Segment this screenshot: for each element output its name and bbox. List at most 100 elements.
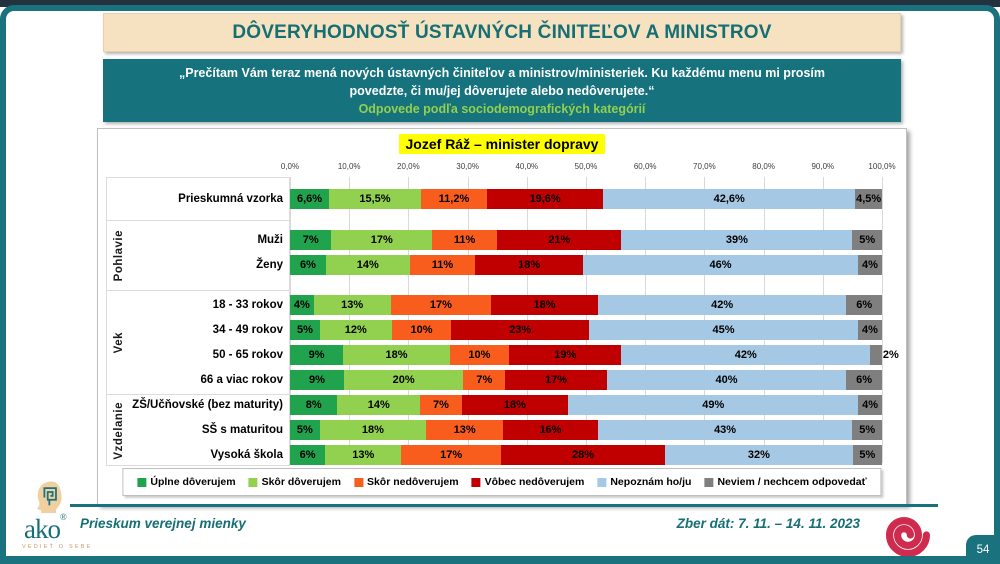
legend-label: Skôr dôverujem — [261, 476, 341, 488]
category-label: 34 - 49 rokov — [212, 324, 283, 337]
segment-value-label: 18% — [533, 299, 556, 312]
bar-segment: 4,5% — [855, 189, 882, 209]
bar-segment: 16% — [503, 420, 598, 441]
stacked-bar: 9% 20% 7% 17% 40% 6% — [290, 370, 882, 391]
bar-segment: 10% — [449, 345, 509, 366]
segment-value-label: 32% — [747, 449, 770, 462]
gridline — [586, 177, 587, 463]
segment-value-label: 45% — [712, 324, 735, 337]
segment-value-label: 19,6% — [529, 193, 561, 205]
segment-value-label: 17% — [545, 374, 568, 387]
survey-question-subtitle: Odpovede podľa sociodemografických kateg… — [358, 102, 646, 116]
segment-value-label: 6% — [856, 374, 872, 387]
bar-segment: 9% — [290, 370, 344, 391]
gridlines — [290, 177, 883, 463]
bar-segment: 14% — [325, 255, 410, 275]
segment-value-label: 13% — [341, 299, 364, 312]
segment-value-label: 17% — [370, 234, 393, 246]
segment-value-label: 43% — [714, 424, 737, 437]
bar-segment: 17% — [401, 445, 501, 466]
group-label-box — [106, 394, 290, 467]
bar-segment: 2% — [870, 345, 899, 366]
survey-question-box: „Prečítam Vám teraz mená nových ústavnýc… — [103, 59, 901, 122]
legend-label: Nepoznám ho/ju — [610, 476, 692, 488]
ako-logo: ako® VEDIEŤ O SEBE — [18, 481, 98, 550]
x-axis-tick: 30,0% — [456, 162, 479, 171]
gridline — [822, 177, 824, 463]
segment-value-label: 5% — [859, 449, 876, 462]
segment-value-label: 10% — [410, 324, 433, 337]
segment-value-label: 14% — [356, 259, 379, 271]
bar-segment: 7% — [290, 230, 332, 250]
bar-segment: 8% — [290, 395, 338, 416]
segment-value-label: 11% — [453, 234, 476, 246]
ako-tagline: VEDIEŤ O SEBE — [22, 544, 93, 551]
footer-divider — [70, 504, 938, 507]
category-label: 18 - 33 rokov — [212, 299, 283, 312]
bar-segment: 5% — [852, 230, 882, 250]
category-label: SŠ s maturitou — [201, 424, 283, 437]
bar-segment: 7% — [463, 370, 506, 391]
bar-segment: 49% — [568, 395, 859, 416]
bar-row: Ženy 6% 14% 11% 18% 46% 4% — [132, 255, 882, 275]
category-label: ZŠ/Učňovské (bez maturity) — [132, 399, 283, 412]
bar-segment: 4% — [858, 255, 882, 275]
bar-segment: 5% — [290, 320, 320, 341]
segment-value-label: 17% — [440, 449, 463, 462]
bar-row: SŠ s maturitou 5% 18% 13% 16% 43% 5% — [132, 420, 882, 441]
bar-segment: 32% — [665, 445, 853, 466]
chart-card: Jozef Ráž – minister dopravy 0,0% 10,0% 20… — [97, 128, 907, 505]
ako-wordmark: ako® — [24, 512, 67, 544]
bar-segment: 6,6% — [290, 189, 330, 209]
segment-value-label: 28% — [572, 449, 595, 462]
category-group: Pohlavie Muži 7% 17% 11% 21% 39% 5% Ženy 6% 14% 11%… — [106, 220, 882, 292]
bar-segment: 45% — [588, 320, 859, 341]
segment-value-label: 42% — [734, 349, 757, 362]
bar-segment: 5% — [852, 445, 882, 466]
bar-segment: 18% — [319, 420, 427, 441]
stacked-bar: 5% 12% 10% 23% 45% 4% — [290, 320, 882, 341]
bar-segment: 11% — [432, 230, 498, 250]
segment-value-label: 42,6% — [713, 193, 745, 205]
segment-value-label: 16% — [539, 424, 562, 437]
category-label: 66 a viac rokov — [200, 374, 283, 387]
bar-segment: 14% — [337, 395, 421, 416]
segment-value-label: 40% — [715, 374, 738, 387]
bar-segment: 19% — [509, 345, 622, 366]
legend-label: Neviem / nechcem odpovedať — [717, 476, 867, 488]
legend-item: Skôr dôverujem — [248, 476, 341, 488]
segment-value-label: 10% — [468, 349, 491, 362]
bar-row: 50 - 65 rokov 9% 18% 10% 19% 42% 2% — [132, 345, 899, 366]
bar-segment: 19,6% — [487, 189, 604, 209]
segment-value-label: 6% — [299, 449, 316, 462]
bar-segment: 10% — [391, 320, 452, 341]
legend-swatch-icon — [353, 477, 363, 487]
footer-right-text: Zber dát: 7. 11. – 14. 11. 2023 — [676, 516, 860, 531]
footer-left-text: Prieskum verejnej mienky — [80, 516, 246, 531]
bar-segment: 7% — [420, 395, 462, 416]
stacked-bar: 6,6% 15,5% 11,2% 19,6% 42,6% 4,5% — [290, 189, 882, 209]
gridline — [882, 177, 883, 463]
bar-segment: 40% — [606, 370, 847, 391]
bar-row: ZŠ/Učňovské (bez maturity) 8% 14% 7% 18% 49% 4… — [132, 395, 882, 416]
legend-swatch-icon — [597, 477, 607, 487]
bar-segment: 42,6% — [603, 189, 856, 209]
top-dark-strip — [0, 0, 1000, 7]
bar-segment: 13% — [325, 445, 402, 466]
bar-segment: 46% — [582, 255, 859, 275]
x-axis-tick: 100,0% — [868, 162, 896, 171]
segment-value-label: 46% — [709, 259, 732, 271]
x-axis-tick: 70,0% — [693, 162, 716, 171]
bar-segment: 18% — [343, 345, 450, 366]
legend-swatch-icon — [471, 477, 481, 487]
bar-segment: 42% — [621, 345, 871, 366]
x-axis-tick: 60,0% — [633, 162, 657, 171]
gridline — [526, 177, 528, 463]
segment-value-label: 11,2% — [438, 193, 470, 205]
segment-value-label: 7% — [476, 374, 493, 387]
group-label: Vek — [113, 332, 125, 354]
segment-value-label: 2% — [882, 349, 899, 362]
legend-swatch-icon — [137, 477, 147, 487]
bar-segment: 12% — [319, 320, 392, 341]
stacked-bar: 6% 14% 11% 18% 46% 4% — [290, 255, 882, 275]
